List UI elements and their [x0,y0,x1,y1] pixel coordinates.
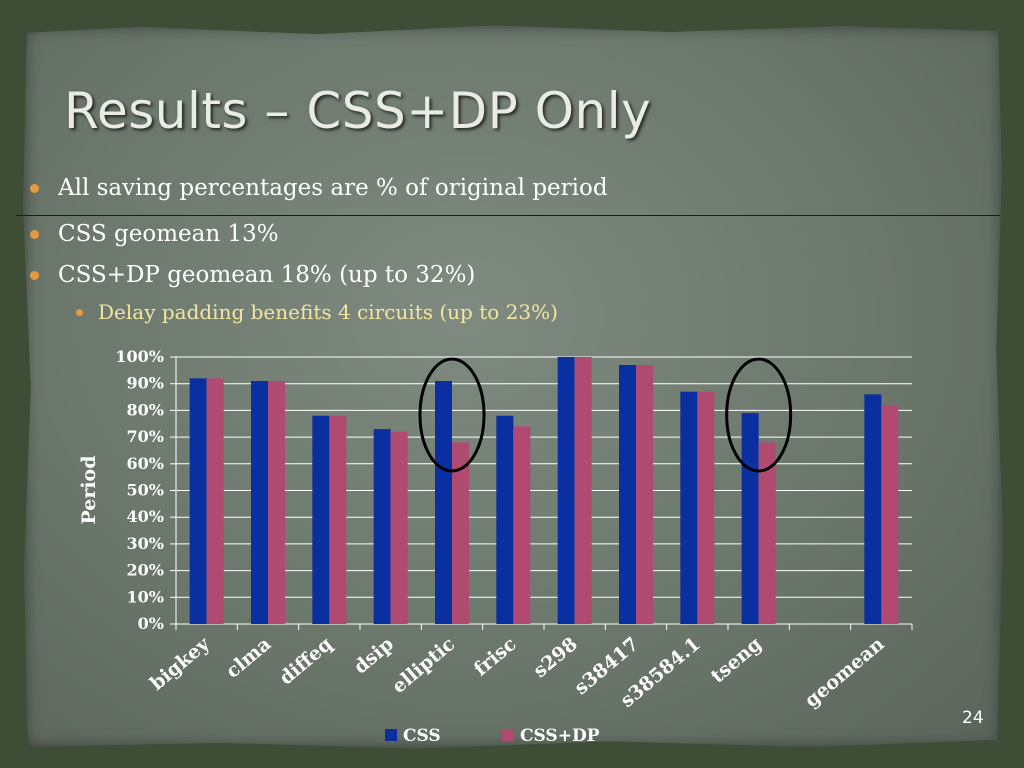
y-tick-label: 90% [127,374,164,393]
highlight-ellipse [418,357,486,473]
bullet-3: CSS+DP geomean 18% (up to 32%) [30,262,476,288]
bar-css [373,429,391,624]
bar-css-dp [636,365,653,624]
bar-css-dp [452,442,469,624]
bullet-2: CSS geomean 13% [30,221,279,247]
y-tick-label: 20% [127,561,164,580]
divider-line [16,215,1000,216]
bar-css [864,394,882,624]
bar-css-dp [513,426,531,624]
bullet-dot-icon [30,271,39,280]
x-tick-label: frisc [470,633,521,680]
y-tick-label: 30% [127,534,164,553]
bar-css-dp [697,391,715,624]
y-tick-label: 80% [127,400,164,419]
bar-css [619,365,636,624]
bar-css-dp [390,431,408,624]
x-tick-label: dsip [350,633,398,678]
legend-swatch [385,729,397,741]
slide-title: Results – CSS+DP Only [64,82,652,140]
bar-css [435,381,452,624]
bullet-1-text: All saving percentages are % of original… [58,175,608,201]
bar-css-dp [758,442,776,624]
bullet-3-text: CSS+DP geomean 18% (up to 32%) [58,262,476,288]
y-tick-label: 10% [127,587,164,606]
sub-bullet: Delay padding benefits 4 circuits (up to… [76,300,558,324]
x-tick-label: bigkey [146,632,215,695]
legend-label: CSS [403,726,441,746]
bar-css [251,381,268,624]
y-tick-label: 0% [138,614,164,633]
bar-css-dp [574,357,592,624]
y-axis-label: Period [78,455,100,524]
sub-bullet-dot-icon [76,309,83,316]
x-tick-label: diffeq [275,633,336,689]
y-tick-label: 100% [115,347,164,366]
highlight-ellipse [725,357,793,473]
bar-css [496,415,514,624]
bar-css-dp [206,378,224,624]
bullet-dot-icon [30,184,39,193]
bullet-1: All saving percentages are % of original… [30,175,608,201]
bullet-dot-icon [30,230,39,239]
bar-css [557,357,575,624]
bar-css-dp [881,405,899,624]
x-tick-label: clma [222,633,275,683]
y-tick-label: 60% [127,454,164,473]
y-tick-label: 40% [127,507,164,526]
bar-css-dp [268,381,285,624]
bar-css [189,378,207,624]
x-tick-label: elliptic [388,633,459,698]
x-tick-label: geomean [801,633,889,712]
x-tick-label: tseng [707,633,766,688]
sub-bullet-text: Delay padding benefits 4 circuits (up to… [98,300,558,324]
bullet-2-text: CSS geomean 13% [58,221,279,247]
legend-swatch [502,729,514,741]
bar-css [741,413,759,624]
legend-label: CSS+DP [520,726,600,746]
bar-css [680,391,698,624]
slide-panel [22,25,1004,749]
y-tick-label: 70% [127,427,164,446]
bar-css-dp [329,415,347,624]
bar-css [312,415,330,624]
y-tick-label: 50% [127,481,164,500]
x-tick-label: s298 [529,633,582,682]
page-number: 24 [962,708,984,728]
